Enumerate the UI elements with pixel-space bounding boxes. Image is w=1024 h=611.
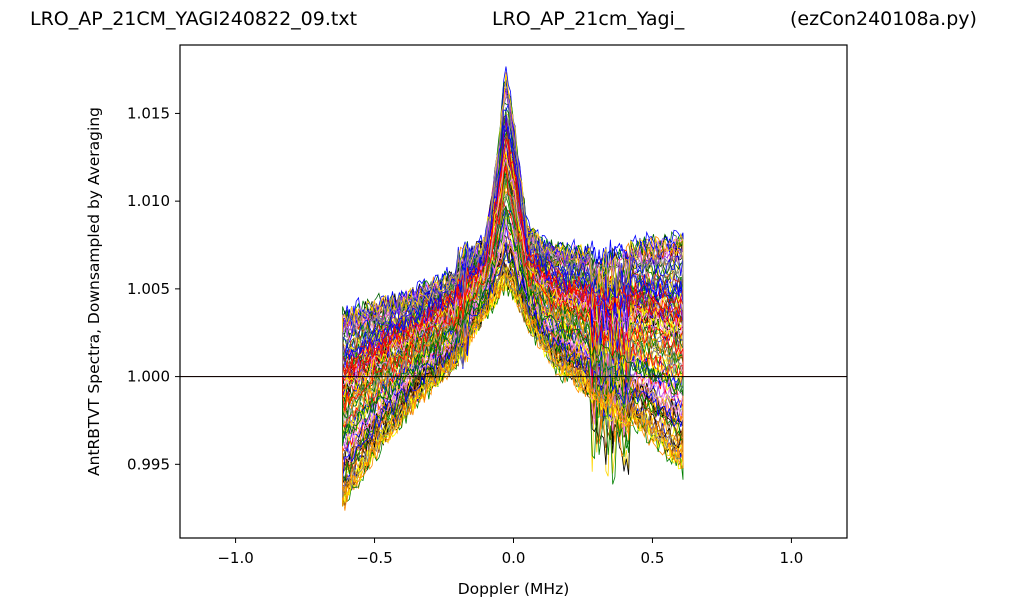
spectrum-series-line: [180, 272, 847, 507]
spectrum-series-line: [180, 114, 847, 378]
spectrum-series-line: [180, 265, 847, 496]
spectrum-series-line: [180, 243, 847, 482]
x-axis-label: Doppler (MHz): [458, 580, 570, 598]
spectrum-series-line: [180, 171, 847, 415]
x-tick-label: 0.0: [502, 549, 526, 567]
x-axis: −1.0 −0.5 0.0 0.5 1.0: [217, 538, 803, 567]
spectrum-series-line: [180, 276, 847, 507]
spectrum-series-line: [180, 267, 847, 503]
spectrum-series-line: [180, 151, 847, 398]
spectrum-series-line: [180, 271, 847, 505]
spectrum-series-line: [180, 206, 847, 446]
x-tick-label: −0.5: [356, 549, 392, 567]
spectrum-series-line: [180, 273, 847, 496]
y-tick-label: 1.015: [127, 104, 170, 122]
spectrum-series-line: [180, 266, 847, 497]
spectrum-series-line: [180, 205, 847, 437]
spectrum-series-line: [180, 151, 847, 391]
spectrum-series-line: [180, 242, 847, 480]
y-tick-label: 0.995: [127, 455, 170, 473]
x-tick-label: 0.5: [641, 549, 665, 567]
y-axis: 0.995 1.000 1.005 1.010 1.015: [127, 104, 180, 473]
spectrum-series-line: [180, 233, 847, 463]
spectrum-series-line: [180, 236, 847, 461]
title-script: (ezCon240108a.py): [790, 8, 977, 30]
spectrum-series-line: [180, 268, 847, 506]
spectrum-series-line: [180, 234, 847, 465]
spectrum-series-line: [180, 265, 847, 498]
spectrum-series-line: [180, 165, 847, 411]
spectrum-series-line: [180, 119, 847, 378]
title-filename: LRO_AP_21CM_YAGI240822_09.txt: [30, 8, 358, 30]
y-axis-label: AntRBTVT Spectra, Downsampled by Averagi…: [85, 107, 103, 476]
spectrum-series-line: [180, 272, 847, 507]
spectrum-series-line: [180, 260, 847, 489]
spectrum-series-line: [180, 138, 847, 378]
title-station: LRO_AP_21cm_Yagi_: [492, 8, 685, 30]
spectrum-series-line: [180, 158, 847, 390]
x-tick-label: 1.0: [779, 549, 803, 567]
spectrum-series-line: [180, 94, 847, 378]
y-tick-label: 1.005: [127, 280, 170, 298]
y-tick-label: 1.000: [127, 368, 170, 386]
spectrum-series-line: [180, 234, 847, 467]
spectrum-series-line: [180, 175, 847, 412]
spectrum-series-line: [180, 279, 847, 511]
y-tick-label: 1.010: [127, 192, 170, 210]
x-tick-label: −1.0: [217, 549, 253, 567]
spectrum-series-line: [180, 273, 847, 504]
series-layer: [180, 66, 847, 511]
spectrum-series-line: [180, 74, 847, 378]
